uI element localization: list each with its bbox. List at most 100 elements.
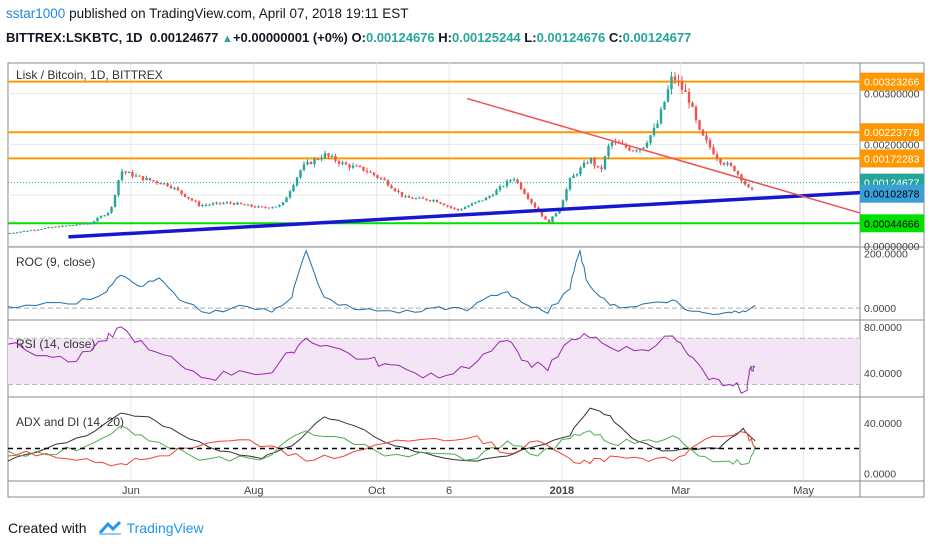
candle-body <box>610 142 614 146</box>
candle-body <box>292 185 295 192</box>
candle-body <box>29 230 33 232</box>
candle-body <box>341 162 344 164</box>
candle-body <box>257 206 260 208</box>
candle-body <box>22 230 26 232</box>
candle-body <box>96 217 99 222</box>
candle-body <box>369 171 372 173</box>
candle-body <box>365 170 369 172</box>
candle-body <box>572 175 575 179</box>
candle-body <box>460 209 463 211</box>
adx-tick-label: 40.0000 <box>864 418 902 430</box>
candle-body <box>470 203 474 206</box>
x-tick-label: May <box>793 485 814 497</box>
candle-body <box>603 156 607 170</box>
candle-body <box>400 191 404 197</box>
candle-body <box>99 216 103 218</box>
open-value: 0.00124676 <box>365 30 435 45</box>
candle-body <box>253 206 257 208</box>
candle-body <box>260 206 264 208</box>
roc-pane-title: ROC (9, close) <box>16 255 95 269</box>
x-tick-label: 2018 <box>550 485 574 497</box>
candle-body <box>138 175 141 177</box>
candle-body <box>442 203 446 206</box>
candle-body <box>530 198 533 203</box>
candle-body <box>435 200 439 203</box>
level-price-label-bg <box>860 214 924 233</box>
candle-body <box>250 204 253 207</box>
candle-body <box>701 129 705 136</box>
support-trendline <box>68 190 861 239</box>
candle-body <box>509 180 512 182</box>
candle-body <box>635 150 638 152</box>
candle-body <box>547 219 551 223</box>
x-tick-label: Mar <box>671 485 690 497</box>
candle-body <box>624 144 628 148</box>
candle-body <box>40 229 43 231</box>
candle-body <box>33 230 36 232</box>
candle-body <box>197 201 201 207</box>
up-arrow-icon: ▲ <box>222 33 233 45</box>
candle-body <box>596 165 600 168</box>
candle-body <box>71 225 75 227</box>
candle-body <box>183 193 187 197</box>
candle-body <box>526 193 530 199</box>
close-label: C: <box>608 30 623 45</box>
level-price-label: 0.00044666 <box>864 218 920 230</box>
candle-body <box>131 172 134 177</box>
candle-body <box>36 229 40 231</box>
candle-body <box>337 161 341 164</box>
candle-body <box>246 204 250 206</box>
candle-body <box>327 153 330 157</box>
candle-body <box>82 223 85 225</box>
candle-body <box>225 202 229 204</box>
candle-body <box>645 142 649 148</box>
candle-body <box>411 197 414 199</box>
candle-body <box>316 158 320 160</box>
candle-body <box>421 197 425 199</box>
candle-body <box>43 228 47 230</box>
candle-body <box>652 127 656 136</box>
level-price-label: 0.00323266 <box>864 77 920 89</box>
candle-body <box>50 227 54 229</box>
candle-body <box>281 202 285 206</box>
candle-body <box>477 200 481 203</box>
tradingview-logo-icon <box>98 520 121 535</box>
rsi-band <box>8 338 860 385</box>
candle-body <box>736 171 740 175</box>
candle-body <box>85 223 89 225</box>
candle-body <box>558 209 561 214</box>
candle-body <box>54 226 57 228</box>
candle-body <box>729 162 733 166</box>
candle-body <box>722 163 726 165</box>
candle-body <box>698 120 701 130</box>
candle-body <box>190 198 194 201</box>
candle-body <box>288 191 292 198</box>
candle-body <box>684 89 687 93</box>
tradingview-brand-link[interactable]: TradingView <box>126 520 204 536</box>
candle-body <box>551 216 554 223</box>
candle-body <box>708 140 712 148</box>
candle-body <box>586 162 589 164</box>
trendline-price-label-bg <box>860 184 924 203</box>
candle-body <box>663 101 666 110</box>
candle-body <box>446 205 449 207</box>
candle-body <box>670 76 673 90</box>
candle-body <box>218 202 222 204</box>
publish-header: sstar1000 published on TradingView.com, … <box>6 6 409 21</box>
author-link[interactable]: sstar1000 <box>6 6 66 21</box>
roc-line <box>7 248 756 316</box>
candle-body <box>78 223 82 225</box>
candle-body <box>330 155 334 157</box>
candle-body <box>642 147 645 149</box>
candle-body <box>344 162 348 165</box>
candle-body <box>498 186 502 190</box>
candle-body <box>148 177 152 181</box>
price-pane-title: Lisk / Bitcoin, 1D, BITTREX <box>16 68 163 82</box>
candle-body <box>677 80 680 82</box>
candle-body <box>64 225 68 227</box>
candle-body <box>162 183 166 185</box>
candle-body <box>533 202 537 208</box>
candle-body <box>236 202 239 205</box>
candle-body <box>313 158 316 165</box>
